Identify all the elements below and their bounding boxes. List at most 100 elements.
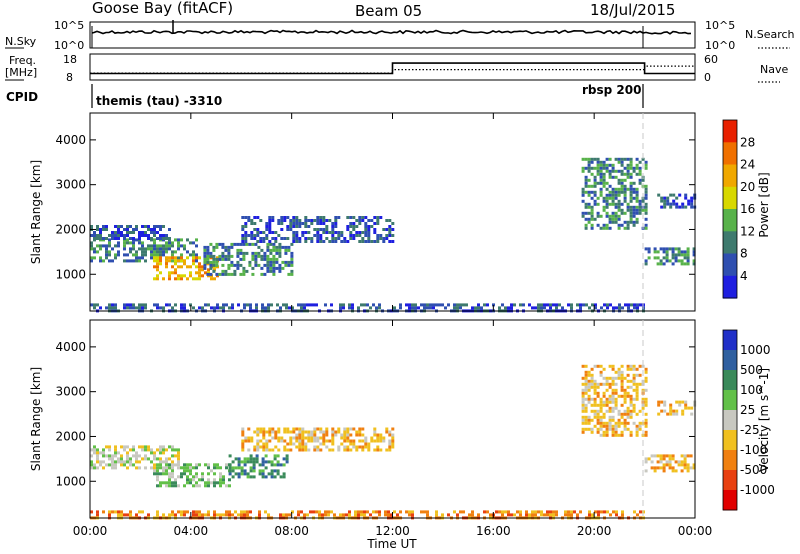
heatmap-cell — [581, 211, 585, 215]
heatmap-cell — [597, 510, 600, 514]
heatmap-cell — [102, 451, 105, 455]
heatmap-cell — [313, 448, 317, 452]
heatmap-cell — [306, 513, 309, 517]
heatmap-cell — [192, 277, 195, 281]
heatmap-cell — [237, 303, 240, 307]
heatmap-cell — [111, 247, 114, 251]
heatmap-cell — [307, 225, 311, 228]
heatmap-cell — [135, 250, 138, 254]
heatmap-cell — [641, 406, 645, 410]
heatmap-cell — [623, 424, 627, 428]
heatmap-cell — [602, 421, 606, 425]
heatmap-cell — [307, 219, 311, 222]
heatmap-cell — [198, 262, 201, 266]
heatmap-cell — [324, 513, 327, 517]
heatmap-cell — [298, 430, 302, 434]
heatmap-cell — [213, 510, 216, 514]
heatmap-cell — [265, 439, 269, 443]
heatmap-cell — [264, 510, 267, 514]
heatmap-cell — [692, 463, 696, 467]
heatmap-cell — [93, 445, 96, 449]
heatmap-cell — [596, 364, 600, 368]
heatmap-cell — [201, 268, 204, 272]
heatmap-cell — [635, 196, 639, 200]
heatmap-cell — [531, 510, 534, 514]
heatmap-cell — [276, 472, 280, 476]
heatmap-cell — [587, 205, 591, 209]
heatmap-cell — [99, 256, 102, 260]
heatmap-cell — [609, 303, 612, 307]
heatmap-cell — [93, 463, 96, 467]
heatmap-cell — [207, 268, 210, 272]
heatmap-cell — [105, 237, 108, 240]
heatmap-cell — [282, 457, 286, 461]
heatmap-cell — [641, 178, 645, 182]
heatmap-cell — [367, 219, 371, 222]
heatmap-cell — [659, 457, 663, 461]
heatmap-cell — [242, 254, 246, 258]
heatmap-cell — [590, 166, 594, 170]
heatmap-cell — [278, 251, 282, 255]
heatmap-cell — [252, 460, 256, 464]
heatmap-cell — [644, 457, 648, 461]
heatmap-cell — [99, 306, 102, 310]
heatmap-cell — [261, 306, 264, 310]
heatmap-cell — [111, 259, 114, 263]
heatmap-cell — [325, 430, 329, 434]
heatmap-cell — [525, 513, 528, 517]
heatmap-cell — [274, 436, 278, 440]
heatmap-cell — [340, 240, 344, 243]
heatmap-cell — [379, 433, 383, 437]
heatmap-cell — [593, 157, 597, 161]
heatmap-cell — [635, 217, 639, 221]
heatmap-cell — [411, 510, 414, 514]
heatmap-cell — [132, 306, 135, 310]
heatmap-cell — [183, 303, 186, 307]
heatmap-cell — [262, 436, 266, 440]
heatmap-cell — [174, 262, 177, 266]
heatmap-cell — [251, 254, 255, 258]
heatmap-cell — [587, 184, 591, 188]
heatmap-cell — [596, 160, 600, 164]
heatmap-cell — [141, 303, 144, 307]
heatmap-cell — [605, 199, 609, 203]
heatmap-cell — [614, 388, 618, 392]
heatmap-cell — [268, 240, 272, 243]
heatmap-cell — [144, 225, 147, 228]
heatmap-cell — [254, 257, 258, 261]
heatmap-cell — [150, 250, 153, 254]
heatmap-cell — [241, 228, 245, 231]
heatmap-cell — [605, 202, 609, 206]
heatmap-cell — [239, 263, 243, 267]
heatmap-cell — [221, 263, 225, 267]
heatmap-cell — [215, 263, 219, 267]
heatmap-cell — [635, 208, 639, 212]
heatmap-cell — [399, 510, 402, 514]
heatmap-cell — [247, 427, 251, 431]
heatmap-cell — [325, 237, 329, 240]
heatmap-cell — [468, 513, 471, 517]
heatmap-cell — [216, 463, 219, 467]
heatmap-cell — [343, 439, 347, 443]
heatmap-cell — [159, 463, 162, 467]
heatmap-cell — [611, 382, 615, 386]
heatmap-cell — [309, 303, 312, 307]
heatmap-cell — [177, 466, 180, 470]
heatmap-cell — [310, 436, 314, 440]
heatmap-cell — [629, 205, 633, 209]
heatmap-cell — [203, 248, 207, 252]
heatmap-cell — [325, 228, 329, 231]
heatmap-cell — [126, 457, 129, 461]
heatmap-cell — [309, 510, 312, 514]
heatmap-cell — [599, 166, 603, 170]
heatmap-cell — [623, 397, 627, 401]
heatmap-cell — [284, 263, 288, 267]
velocity-xticks: 00:00 04:00 08:00 12:00 16:00 20:00 00:00 — [73, 320, 712, 538]
nsky-tick-high: 10^5 — [54, 19, 84, 32]
heatmap-cell — [261, 457, 265, 461]
heatmap-cell — [590, 217, 594, 221]
heatmap-cell — [608, 196, 612, 200]
heatmap-cell — [171, 454, 174, 458]
colorbar-tick-label: 12 — [740, 224, 755, 238]
heatmap-cell — [388, 228, 392, 231]
